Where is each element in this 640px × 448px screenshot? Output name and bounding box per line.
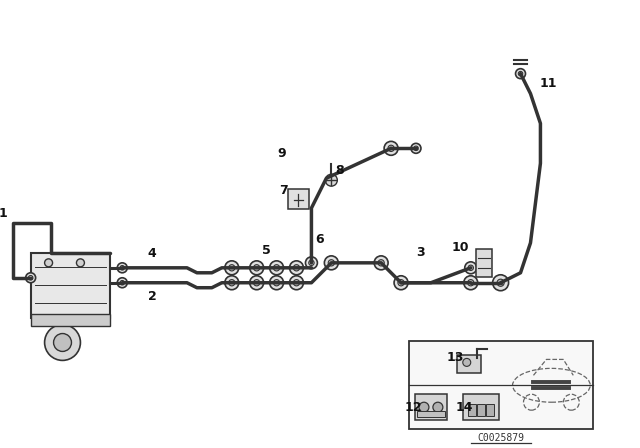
Bar xyxy=(31,314,110,326)
Circle shape xyxy=(394,276,408,290)
Bar xyxy=(415,394,447,420)
Circle shape xyxy=(253,265,260,271)
Circle shape xyxy=(117,278,127,288)
Text: 14: 14 xyxy=(456,401,474,414)
Circle shape xyxy=(273,280,280,286)
Circle shape xyxy=(495,277,507,289)
Circle shape xyxy=(419,402,429,412)
Bar xyxy=(477,404,484,416)
Circle shape xyxy=(228,265,235,271)
Text: 3: 3 xyxy=(417,246,425,259)
Bar xyxy=(463,394,499,420)
Text: 10: 10 xyxy=(452,241,470,254)
Circle shape xyxy=(225,276,239,290)
Bar xyxy=(486,404,493,416)
Circle shape xyxy=(411,143,421,153)
Circle shape xyxy=(120,280,125,285)
Text: 6: 6 xyxy=(315,233,324,246)
Circle shape xyxy=(228,280,235,286)
Circle shape xyxy=(463,358,471,366)
Circle shape xyxy=(464,276,477,290)
Circle shape xyxy=(76,259,84,267)
Circle shape xyxy=(45,324,81,360)
Circle shape xyxy=(468,265,474,271)
Circle shape xyxy=(293,280,300,286)
Circle shape xyxy=(289,276,303,290)
Bar xyxy=(409,341,593,429)
Circle shape xyxy=(328,260,335,266)
Circle shape xyxy=(54,333,72,351)
Circle shape xyxy=(497,279,504,286)
Circle shape xyxy=(468,280,474,286)
Circle shape xyxy=(289,261,303,275)
Circle shape xyxy=(433,402,443,412)
Circle shape xyxy=(45,259,52,267)
Circle shape xyxy=(308,260,314,266)
Circle shape xyxy=(378,260,384,266)
Circle shape xyxy=(26,273,36,283)
Circle shape xyxy=(269,261,284,275)
Circle shape xyxy=(117,263,127,273)
Circle shape xyxy=(516,69,525,79)
Bar xyxy=(417,411,445,417)
Circle shape xyxy=(120,266,125,270)
Bar xyxy=(287,189,309,209)
Bar xyxy=(468,404,476,416)
Text: C0025879: C0025879 xyxy=(477,433,525,443)
Circle shape xyxy=(384,142,398,155)
Circle shape xyxy=(493,275,509,291)
Bar xyxy=(476,249,492,277)
Text: 7: 7 xyxy=(279,184,288,197)
Circle shape xyxy=(225,261,239,275)
Circle shape xyxy=(398,280,404,286)
Text: 8: 8 xyxy=(335,164,344,177)
Circle shape xyxy=(250,276,264,290)
Circle shape xyxy=(465,262,477,274)
Circle shape xyxy=(413,146,418,151)
Circle shape xyxy=(324,256,339,270)
Text: 2: 2 xyxy=(148,290,157,303)
Circle shape xyxy=(388,145,394,151)
Circle shape xyxy=(498,280,503,285)
Text: 13: 13 xyxy=(446,351,463,364)
Circle shape xyxy=(325,174,337,186)
Text: 11: 11 xyxy=(540,77,557,90)
Bar xyxy=(31,253,110,318)
Circle shape xyxy=(250,261,264,275)
Circle shape xyxy=(305,257,317,269)
Circle shape xyxy=(518,71,523,76)
Text: 12: 12 xyxy=(404,401,422,414)
Text: 4: 4 xyxy=(148,247,157,260)
Circle shape xyxy=(273,265,280,271)
Circle shape xyxy=(374,256,388,270)
Text: 1: 1 xyxy=(0,207,7,220)
Circle shape xyxy=(253,280,260,286)
Text: 5: 5 xyxy=(262,244,271,258)
Circle shape xyxy=(269,276,284,290)
Text: 9: 9 xyxy=(277,147,286,160)
Circle shape xyxy=(28,276,33,280)
Bar xyxy=(457,355,481,373)
Circle shape xyxy=(293,265,300,271)
